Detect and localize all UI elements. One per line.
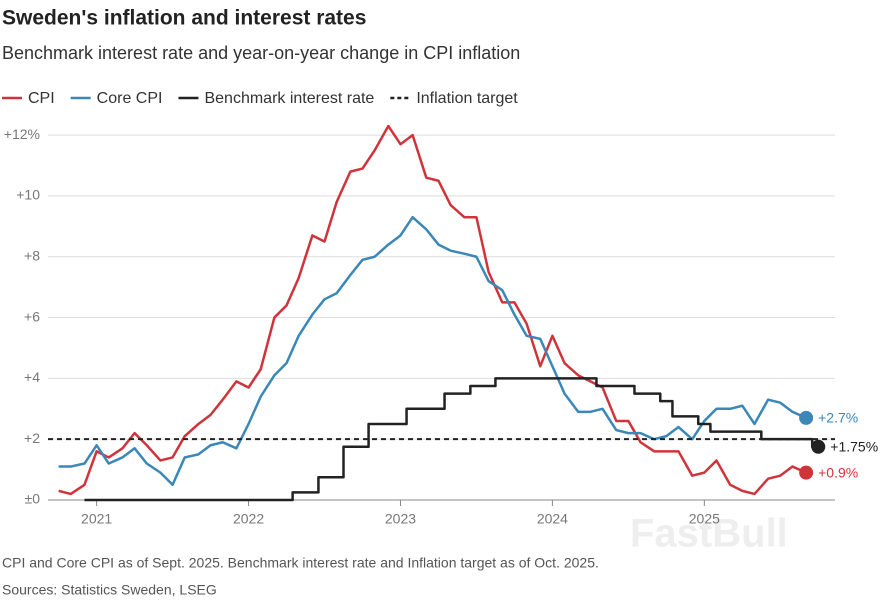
x-tick-label: 2025 [689, 511, 720, 527]
watermark: FastBull [630, 512, 788, 556]
footnote: CPI and Core CPI as of Sept. 2025. Bench… [2, 555, 599, 571]
legend-label: Benchmark interest rate [204, 90, 374, 107]
end-marker [811, 439, 826, 454]
end-label: +2.7% [818, 410, 858, 426]
end-marker [799, 465, 814, 480]
y-tick-label: +8 [24, 247, 40, 263]
chart-title: Sweden's inflation and interest rates [2, 7, 366, 30]
y-tick-label: +4 [24, 369, 40, 385]
x-tick-label: 2021 [81, 511, 112, 527]
y-tick-label: +10 [16, 187, 40, 203]
chart-subtitle: Benchmark interest rate and year-on-year… [2, 43, 520, 63]
y-tick-label: +12% [4, 126, 40, 142]
source: Sources: Statistics Sweden, LSEG [2, 582, 217, 598]
end-label: +0.9% [818, 464, 858, 480]
x-tick-label: 2024 [537, 511, 568, 527]
end-label: +1.75% [830, 438, 878, 454]
series-line [58, 124, 807, 496]
legend-label: CPI [28, 90, 55, 107]
series-line [58, 215, 807, 487]
series-line [84, 377, 819, 502]
y-tick-label: +6 [24, 308, 40, 324]
x-tick-label: 2023 [385, 511, 416, 527]
y-tick-label: ±0 [25, 491, 41, 507]
x-tick-label: 2022 [233, 511, 264, 527]
legend-label: Inflation target [416, 90, 518, 107]
y-tick-label: +2 [24, 430, 40, 446]
legend-label: Core CPI [97, 90, 163, 107]
end-marker [799, 410, 814, 425]
